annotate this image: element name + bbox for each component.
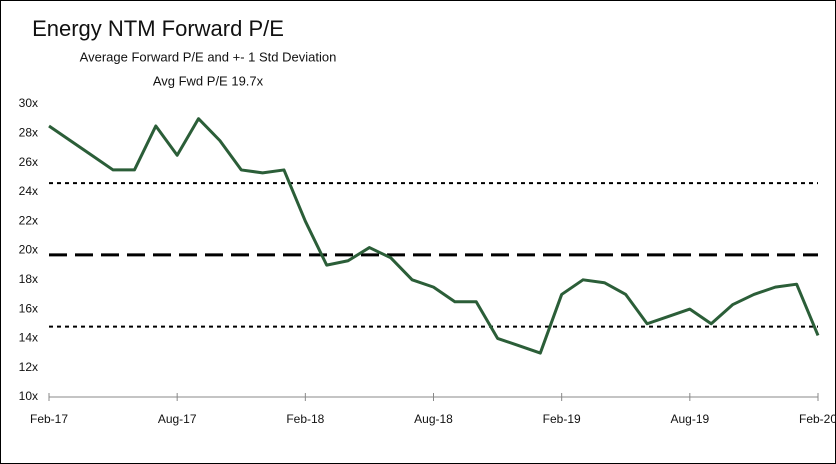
x-tick-label: Feb-19 [543, 412, 581, 426]
x-tick-label: Aug-19 [670, 412, 709, 426]
x-tick-label: Aug-18 [414, 412, 453, 426]
y-tick-label: 26x [19, 155, 38, 169]
y-tick-label: 18x [19, 272, 38, 286]
x-tick-label: Feb-17 [30, 412, 68, 426]
chart-subtitle: Average Forward P/E and +- 1 Std Deviati… [80, 49, 337, 64]
x-tick-label: Aug-17 [158, 412, 197, 426]
y-tick-label: 10x [19, 389, 38, 403]
x-tick-label: Feb-18 [286, 412, 324, 426]
y-tick-label: 20x [19, 243, 38, 257]
chart-title: Energy NTM Forward P/E [32, 16, 284, 41]
y-tick-label: 30x [19, 96, 38, 110]
x-tick-label: Feb-20 [799, 412, 836, 426]
y-tick-label: 22x [19, 213, 38, 227]
annotation: Avg Fwd P/E 19.7x [153, 73, 264, 88]
y-tick-label: 28x [19, 125, 38, 139]
series-line [48, 117, 820, 355]
y-tick-label: 14x [19, 331, 38, 345]
y-tick-label: 12x [19, 360, 38, 374]
y-tick-label: 16x [19, 301, 38, 315]
y-tick-label: 24x [19, 184, 38, 198]
